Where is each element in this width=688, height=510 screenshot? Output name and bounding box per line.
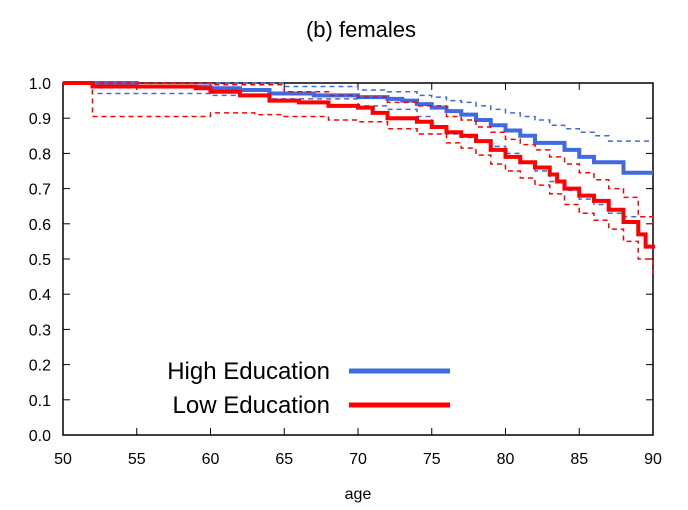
y-tick-label: 0.8 — [29, 146, 51, 163]
x-tick-label: 50 — [54, 451, 72, 468]
x-tick-label: 75 — [423, 451, 441, 468]
series-line-high-education — [63, 81, 653, 175]
x-tick-labels: 50 55 60 65 70 75 80 85 90 — [54, 451, 662, 468]
x-tick-label: 55 — [128, 451, 146, 468]
y-tick-label: 0.4 — [29, 287, 51, 304]
x-tick-label: 65 — [275, 451, 293, 468]
y-tick-label: 1.0 — [29, 76, 51, 93]
y-tick-labels: 0.0 0.1 0.2 0.3 0.4 0.5 0.6 0.7 0.8 0.9 1.0 — [29, 76, 51, 445]
axis-ticks — [62, 82, 654, 436]
x-tick-label: 70 — [349, 451, 367, 468]
series-line-high-education-upper-ci — [63, 82, 653, 142]
x-axis-label: age — [345, 486, 372, 503]
y-tick-label: 0.9 — [29, 111, 51, 128]
legend: High Education Low Education — [167, 358, 450, 419]
y-tick-label: 0.3 — [29, 322, 51, 339]
y-tick-label: 0.5 — [29, 252, 51, 269]
x-tick-label: 60 — [202, 451, 220, 468]
plot-frame — [62, 82, 654, 436]
y-tick-label: 0.0 — [29, 428, 51, 445]
y-tick-label: 0.2 — [29, 358, 51, 375]
y-tick-label: 0.7 — [29, 182, 51, 199]
x-tick-label: 90 — [644, 451, 662, 468]
series-layer — [63, 81, 655, 275]
y-tick-label: 0.1 — [29, 393, 51, 410]
x-tick-label: 80 — [497, 451, 515, 468]
series-line-low-education-lower-ci — [63, 82, 654, 275]
legend-label-low-education: Low Education — [173, 392, 330, 419]
x-tick-label: 85 — [570, 451, 588, 468]
legend-label-high-education: High Education — [167, 358, 330, 385]
series-line-low-education-upper-ci — [63, 82, 654, 224]
series-line-low-education — [63, 81, 655, 249]
y-tick-label: 0.6 — [29, 217, 51, 234]
chart-title: (b) females — [306, 17, 416, 42]
